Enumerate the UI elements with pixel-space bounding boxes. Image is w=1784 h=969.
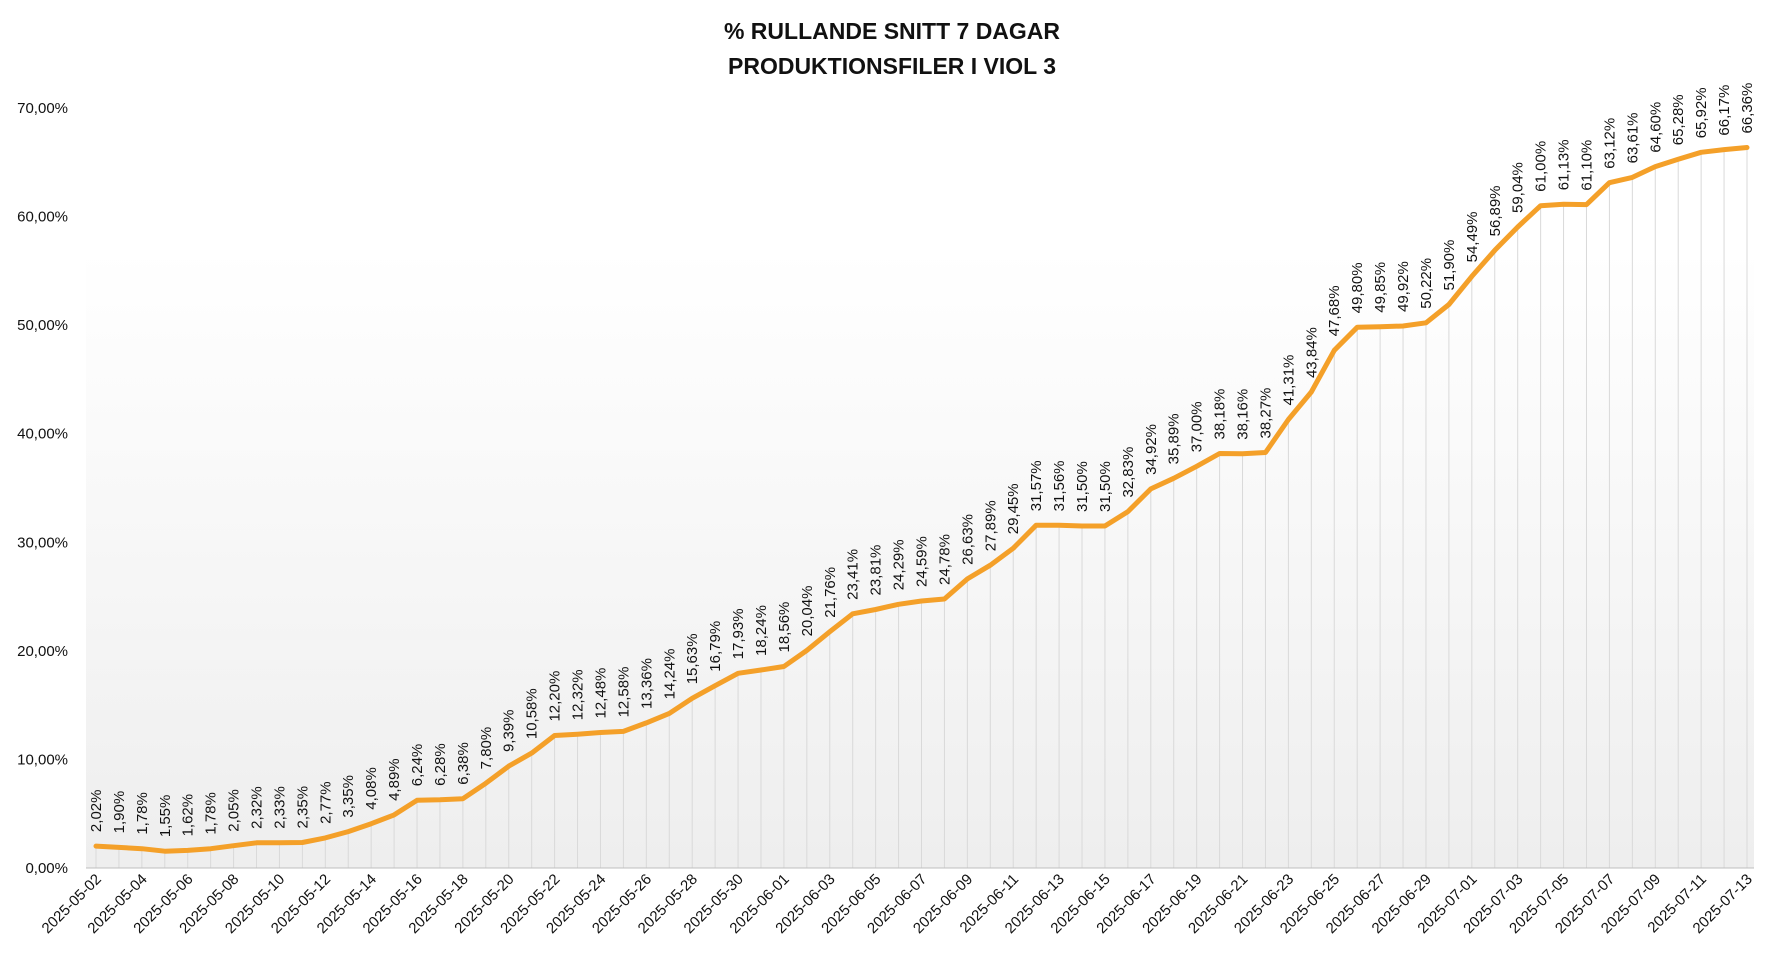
y-tick-label: 10,00% [17, 751, 68, 768]
data-label: 6,38% [455, 742, 472, 785]
data-label: 13,36% [638, 658, 655, 709]
data-label: 26,63% [959, 514, 976, 565]
data-label: 50,22% [1418, 258, 1435, 309]
data-label: 63,12% [1601, 118, 1618, 169]
data-label: 54,49% [1464, 212, 1481, 263]
data-label: 51,90% [1441, 240, 1458, 291]
data-label: 49,80% [1349, 262, 1366, 313]
data-label: 31,50% [1097, 461, 1114, 512]
data-label: 24,59% [914, 536, 931, 587]
data-label: 56,89% [1487, 185, 1504, 236]
data-label: 35,89% [1166, 413, 1183, 464]
data-label: 38,16% [1235, 389, 1252, 440]
data-label: 31,50% [1074, 461, 1091, 512]
data-label: 3,35% [340, 775, 357, 818]
data-label: 64,60% [1647, 102, 1664, 153]
data-label: 66,36% [1739, 83, 1756, 134]
data-label: 61,13% [1556, 139, 1573, 190]
data-label: 12,58% [615, 667, 632, 718]
plot-area [86, 250, 1754, 868]
data-label: 34,92% [1143, 424, 1160, 475]
data-label: 61,00% [1533, 141, 1550, 192]
data-label: 2,35% [294, 786, 311, 829]
data-label: 12,20% [547, 671, 564, 722]
data-label: 63,61% [1624, 113, 1641, 164]
data-label: 59,04% [1510, 162, 1527, 213]
data-label: 15,63% [684, 633, 701, 684]
data-label: 20,04% [799, 586, 816, 637]
data-label: 21,76% [822, 567, 839, 618]
data-label: 16,79% [707, 621, 724, 672]
data-label: 31,56% [1051, 460, 1068, 511]
data-label: 49,92% [1395, 261, 1412, 312]
data-label: 18,24% [753, 605, 770, 656]
data-label: 24,29% [891, 539, 908, 590]
data-label: 10,58% [524, 688, 541, 739]
data-label: 66,17% [1716, 85, 1733, 136]
data-label: 2,77% [317, 781, 334, 824]
data-label: 38,27% [1257, 388, 1274, 439]
data-label: 23,41% [845, 549, 862, 600]
y-tick-label: 30,00% [17, 534, 68, 551]
data-label: 23,81% [868, 545, 885, 596]
y-tick-label: 20,00% [17, 643, 68, 660]
data-label: 17,93% [730, 608, 747, 659]
data-label: 41,31% [1280, 355, 1297, 406]
series-line [93, 145, 1750, 854]
data-label: 14,24% [661, 649, 678, 700]
data-label: 43,84% [1303, 327, 1320, 378]
data-label: 1,90% [111, 791, 128, 834]
data-label: 4,08% [363, 767, 380, 810]
data-label: 18,56% [776, 602, 793, 653]
data-label: 65,28% [1670, 94, 1687, 145]
chart-subtitle: PRODUKTIONSFILER I VIOL 3 [728, 53, 1056, 79]
data-label: 38,18% [1212, 389, 1229, 440]
data-label: 9,39% [501, 710, 518, 753]
data-label: 2,02% [88, 790, 105, 833]
data-label: 24,78% [936, 534, 953, 585]
data-label: 31,57% [1028, 460, 1045, 511]
data-label: 4,89% [386, 758, 403, 801]
data-label: 2,05% [226, 789, 243, 832]
y-tick-label: 60,00% [17, 209, 68, 226]
data-label: 1,62% [180, 794, 197, 837]
data-label: 12,48% [592, 668, 609, 719]
data-label: 1,55% [157, 795, 174, 838]
data-label: 32,83% [1120, 447, 1137, 498]
data-label: 2,32% [249, 786, 266, 829]
data-label: 61,10% [1578, 140, 1595, 191]
data-label: 2,33% [271, 786, 288, 829]
data-label: 27,89% [982, 500, 999, 551]
data-label: 7,80% [478, 727, 495, 770]
y-tick-label: 70,00% [17, 100, 68, 117]
data-label: 1,78% [203, 792, 220, 835]
data-label: 37,00% [1189, 401, 1206, 452]
y-tick-label: 0,00% [25, 860, 68, 877]
data-label: 6,24% [409, 744, 426, 787]
data-label: 1,78% [134, 792, 151, 835]
data-label: 6,28% [432, 743, 449, 786]
data-label: 29,45% [1005, 483, 1022, 534]
data-label: 47,68% [1326, 285, 1343, 336]
y-tick-label: 50,00% [17, 317, 68, 334]
data-label: 65,92% [1693, 87, 1710, 138]
y-tick-label: 40,00% [17, 426, 68, 443]
data-label: 49,85% [1372, 262, 1389, 313]
data-label: 12,32% [570, 669, 587, 720]
chart-title: % RULLANDE SNITT 7 DAGAR [723, 18, 1061, 44]
